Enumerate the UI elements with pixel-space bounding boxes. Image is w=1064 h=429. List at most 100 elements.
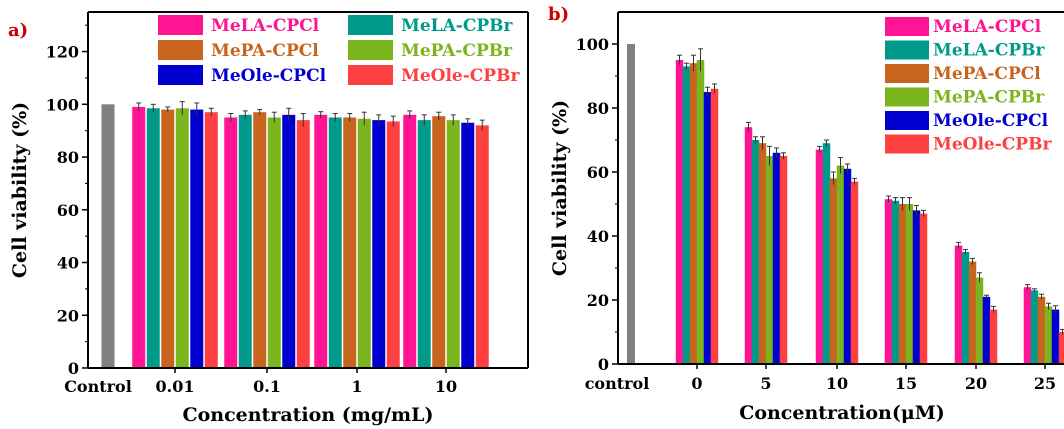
- bar: [765, 156, 774, 364]
- y-axis-label: Cell viability (%): [9, 102, 31, 278]
- x-tick-label: 10: [435, 377, 457, 396]
- legend-swatch: [158, 40, 203, 60]
- bar: [682, 66, 691, 365]
- legend-label: MePA-CPCl: [933, 64, 1041, 84]
- bar: [919, 213, 928, 364]
- bar: [1044, 306, 1053, 364]
- panel-label: a): [8, 20, 28, 41]
- y-tick-label: 100: [576, 35, 609, 54]
- control-tick-label: control: [585, 374, 650, 393]
- bar: [822, 143, 831, 364]
- legend-label: MeOle-CPCl: [933, 111, 1049, 131]
- bar: [475, 125, 489, 368]
- bar: [843, 168, 852, 364]
- bar: [417, 120, 431, 368]
- bar: [296, 120, 310, 368]
- bar: [689, 63, 698, 364]
- bar: [961, 252, 970, 364]
- legend-label: MeOle-CPBr: [933, 135, 1052, 155]
- bar: [175, 108, 189, 368]
- y-tick-label: 20: [57, 306, 79, 325]
- legend-swatch: [348, 65, 393, 85]
- y-tick-label: 0: [68, 359, 79, 378]
- bar: [696, 60, 705, 364]
- bar: [146, 108, 160, 368]
- legend-swatch: [158, 65, 203, 85]
- bar: [954, 245, 963, 364]
- bar: [328, 117, 342, 369]
- bar: [190, 109, 204, 368]
- bar: [982, 296, 991, 364]
- legend-swatch: [348, 15, 393, 35]
- y-tick-label: 80: [587, 99, 609, 118]
- bar: [343, 117, 357, 369]
- bar: [751, 140, 760, 364]
- y-tick-label: 40: [57, 254, 79, 273]
- legend-swatch: [885, 87, 929, 107]
- bar: [432, 116, 446, 368]
- bar: [1058, 332, 1064, 364]
- legend-swatch: [885, 134, 929, 154]
- x-tick-label: 0: [691, 374, 702, 393]
- control-tick-label: Control: [64, 377, 132, 396]
- bar: [461, 122, 475, 368]
- bar: [758, 143, 767, 364]
- bar: [968, 261, 977, 364]
- bar: [975, 277, 984, 364]
- bar: [829, 178, 838, 364]
- bar: [1023, 287, 1032, 364]
- legend-label: MeOle-CPBr: [401, 66, 520, 86]
- legend-label: MeLA-CPBr: [933, 41, 1046, 61]
- y-tick-label: 80: [57, 148, 79, 167]
- x-tick-label: 25: [1034, 374, 1056, 393]
- y-tick-label: 120: [46, 43, 79, 62]
- legend-swatch: [348, 40, 393, 60]
- legend-swatch: [885, 17, 929, 36]
- bar: [161, 109, 175, 368]
- bar: [744, 127, 753, 364]
- bar: [204, 112, 218, 369]
- x-tick-label: 1: [351, 377, 362, 396]
- bar: [314, 114, 328, 368]
- legend-label: MeLA-CPCl: [211, 16, 320, 36]
- bar: [675, 60, 684, 364]
- y-tick-label: 60: [57, 201, 79, 220]
- x-tick-label: 10: [826, 374, 848, 393]
- control-bar: [627, 44, 635, 364]
- x-tick-label: 5: [760, 374, 771, 393]
- bar: [710, 88, 719, 365]
- x-tick-label: 20: [965, 374, 987, 393]
- bar: [772, 152, 781, 364]
- panel-label: b): [548, 4, 569, 25]
- legend-label: MePA-CPCl: [211, 41, 319, 61]
- legend-label: MePA-CPBr: [401, 41, 513, 61]
- legend-label: MePA-CPBr: [933, 88, 1045, 108]
- bar: [403, 114, 417, 368]
- x-axis-label: Concentration(μM): [739, 402, 945, 424]
- y-axis-label: Cell viability (%): [549, 100, 571, 276]
- bar: [372, 120, 386, 368]
- bar: [898, 204, 907, 364]
- bar: [884, 199, 893, 364]
- chart-panel-0: a) 0 20 40 60 80 100 120 Cell viability (%) Contr…: [8, 11, 529, 426]
- bar: [1037, 296, 1046, 364]
- bar: [132, 106, 146, 368]
- x-tick-label: 15: [895, 374, 917, 393]
- bar: [357, 118, 371, 368]
- bar: [779, 156, 788, 364]
- bar: [238, 114, 252, 368]
- control-bar: [101, 104, 115, 368]
- x-tick-label: 0.01: [156, 377, 195, 396]
- bar: [815, 149, 824, 364]
- y-tick-label: 20: [587, 291, 609, 310]
- legend-swatch: [885, 40, 929, 60]
- legend-label: MeOle-CPCl: [211, 66, 327, 86]
- bar: [905, 204, 914, 364]
- x-tick-label: 0.1: [253, 377, 281, 396]
- bar: [253, 112, 267, 369]
- bar: [282, 114, 296, 368]
- x-axis-label: Concentration (mg/mL): [182, 404, 433, 426]
- legend-swatch: [158, 15, 203, 35]
